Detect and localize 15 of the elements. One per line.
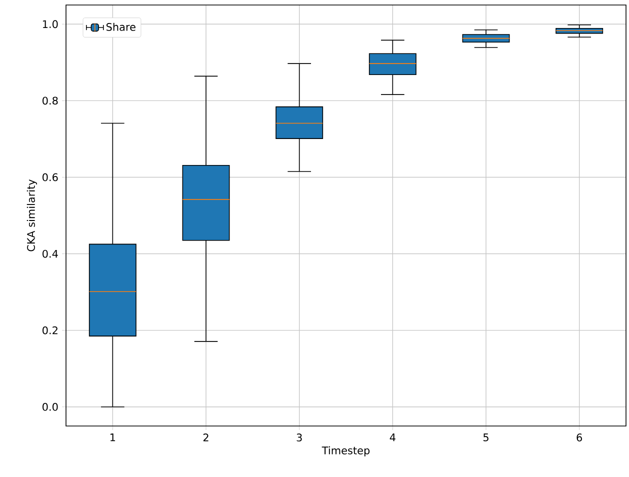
x-tick-label: 4 — [390, 434, 396, 442]
y-tick-label: 1.0 — [42, 20, 58, 28]
x-tick-label: 5 — [483, 434, 488, 442]
y-tick-label: 0.2 — [42, 326, 58, 334]
y-tick-label: 0.0 — [42, 402, 58, 411]
x-tick-label: 6 — [576, 434, 582, 442]
y-tick-label: 0.4 — [42, 250, 58, 258]
y-tick-label: 0.6 — [42, 173, 58, 182]
x-tick-label: 3 — [296, 434, 302, 442]
y-tick-label: 0.8 — [42, 96, 58, 105]
y-axis-title: CKA similarity — [26, 179, 37, 252]
x-tick-label: 1 — [110, 434, 116, 442]
legend-label: Share — [106, 22, 136, 31]
x-axis-title: Timestep — [322, 446, 370, 456]
x-tick-label: 2 — [203, 434, 208, 442]
